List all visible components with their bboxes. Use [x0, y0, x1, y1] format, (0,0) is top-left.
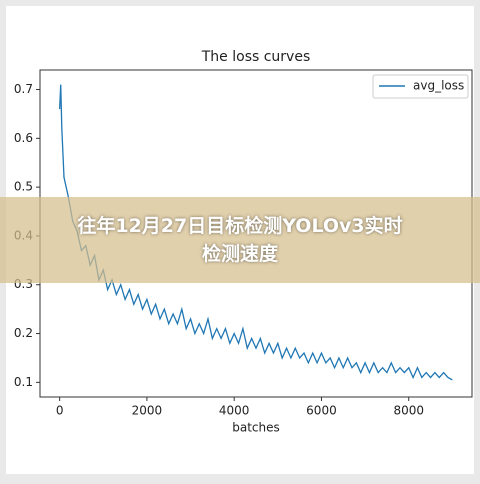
x-tick-label: 2000 [132, 404, 163, 418]
legend-box [372, 74, 469, 99]
x-tick-label: 8000 [393, 404, 424, 418]
y-tick-label: 0.5 [14, 180, 33, 194]
y-tick-label: 0.1 [14, 375, 33, 389]
y-tick-label: 0.2 [14, 326, 33, 340]
y-tick-label: 0.6 [14, 131, 33, 145]
banner: 往年12月27日目标检测YOLOv3实时 检测速度 [0, 197, 480, 283]
banner-line: 检测速度 [201, 243, 278, 265]
banner-line: 往年12月27日目标检测YOLOv3实时 [77, 215, 403, 237]
y-tick-label: 0.7 [14, 82, 33, 96]
x-tick-label: 6000 [306, 404, 337, 418]
line-series [58, 84, 453, 381]
legend: avg_loss [372, 74, 469, 99]
x-axis-label: batches [232, 421, 280, 435]
x-tick-label: 4000 [219, 404, 250, 418]
x-tick-label: 0 [56, 404, 64, 418]
chart-title: The loss curves [201, 49, 311, 65]
legend-label: avg_loss [413, 79, 464, 93]
